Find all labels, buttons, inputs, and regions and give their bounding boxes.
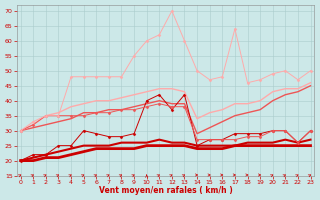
X-axis label: Vent moyen/en rafales ( km/h ): Vent moyen/en rafales ( km/h ): [99, 186, 232, 195]
